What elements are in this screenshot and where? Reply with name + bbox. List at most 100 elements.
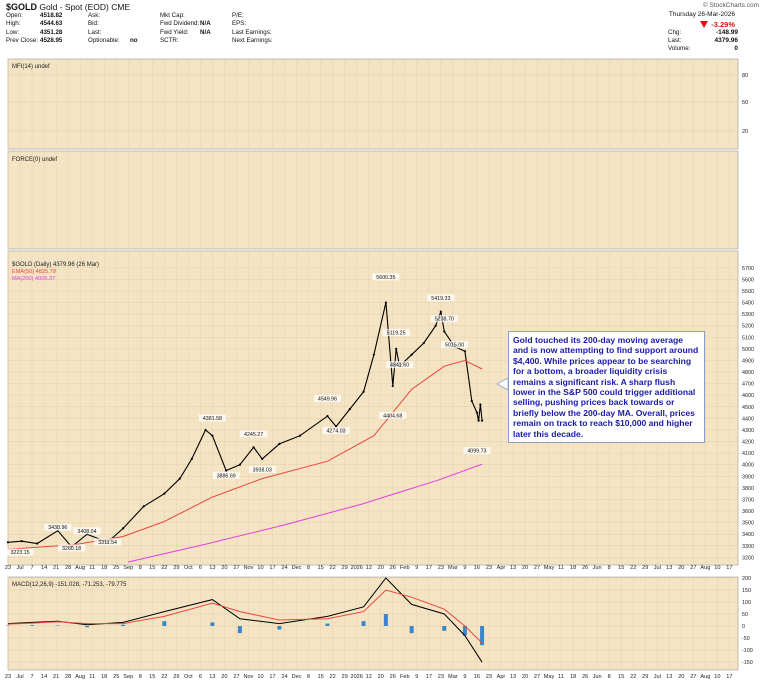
price-tick-label: 4100 <box>742 451 754 457</box>
series-point <box>362 390 365 393</box>
x-tick-label: 27 <box>690 565 696 571</box>
source-credit[interactable]: © StockCharts.com <box>702 2 759 9</box>
annotation-box <box>248 465 276 473</box>
series-point <box>475 411 479 414</box>
x-tick-label: 8 <box>307 565 310 571</box>
quote3-value-2: N/A <box>200 28 211 36</box>
x-tick-label: 21 <box>53 565 59 571</box>
quote-label-2: Low: <box>6 28 20 36</box>
x-tick-label: 16 <box>474 565 480 571</box>
series-point <box>463 350 466 353</box>
price-tick-label: 5600 <box>742 277 754 283</box>
x-tick-label: 22 <box>630 565 636 571</box>
x-tick-label: 23 <box>438 565 444 571</box>
x-tick-label: 13 <box>510 565 516 571</box>
annotation-box <box>430 315 458 323</box>
quote-label-3: Prev Close: <box>6 36 38 44</box>
x-tick-label: 29 <box>342 565 348 571</box>
x-tick-label: 20 <box>221 565 227 571</box>
macd-histogram-bar <box>462 626 467 636</box>
x-tick-label-bottom: 20 <box>378 674 384 680</box>
series-point <box>36 542 39 545</box>
quote3-label-0: Mkt Cap: <box>160 12 185 19</box>
x-tick-label-bottom: 17 <box>726 674 732 680</box>
x-tick-label-bottom: 6 <box>199 674 202 680</box>
quote2-label-2: Last: <box>88 28 102 36</box>
series-point <box>252 446 255 449</box>
macd-tick-label: 200 <box>742 576 751 582</box>
x-tick-label: 23 <box>486 565 492 571</box>
series-point <box>439 310 442 313</box>
macd-tick-label: -50 <box>742 636 750 642</box>
macd-label: MACD(12,26,9) -151.028, -71.253, -79.775 <box>12 582 127 588</box>
quote4-label-3: Next Earnings: <box>232 36 273 44</box>
price-tick-label: 4900 <box>742 358 754 364</box>
series-point <box>178 477 181 480</box>
price-annotation: 4099.73 <box>467 449 486 455</box>
x-tick-label-bottom: 29 <box>642 674 648 680</box>
quote3-value-1: N/A <box>200 20 211 28</box>
x-tick-label-bottom: 20 <box>522 674 528 680</box>
price-tick-label: 5100 <box>742 335 754 341</box>
price-annotation: 4274.03 <box>326 428 345 434</box>
x-tick-label-bottom: 15 <box>317 674 323 680</box>
x-tick-label: Aug <box>700 565 710 571</box>
x-tick-label-bottom: 11 <box>89 674 95 680</box>
x-tick-label-bottom: 16 <box>474 674 480 680</box>
annotation-box <box>382 329 410 337</box>
price-annotation: 3438.96 <box>48 525 67 531</box>
x-tick-label: 17 <box>269 565 275 571</box>
price-tick-label: 3600 <box>742 509 754 515</box>
annotation-box <box>44 523 72 531</box>
x-tick-label: 14 <box>41 565 47 571</box>
x-tick-label-bottom: 12 <box>366 674 372 680</box>
series-point <box>261 457 264 461</box>
volume-value: 0 <box>734 45 738 52</box>
price-tick-label: 3500 <box>742 521 754 527</box>
x-tick-label: 6 <box>199 565 202 571</box>
macd-tick-label: -150 <box>742 660 753 666</box>
price-annotation: 4549.96 <box>318 396 337 402</box>
quote-date: Thursday 26-Mar-2026 <box>668 11 735 18</box>
mfi-tick-label: 20 <box>742 129 748 135</box>
macd-panel <box>7 576 739 671</box>
series-line-ma200 <box>128 463 483 563</box>
macd-signal-line <box>7 589 483 644</box>
annotation-box <box>441 341 469 349</box>
x-tick-label: 22 <box>161 565 167 571</box>
annotation-box <box>463 447 491 455</box>
x-tick-label-bottom: 10 <box>714 674 720 680</box>
annotation-box <box>58 544 86 552</box>
x-tick-label: 10 <box>257 565 263 571</box>
x-tick-label: 26 <box>582 565 588 571</box>
x-tick-label-bottom: 22 <box>630 674 636 680</box>
macd-tick-label: 50 <box>742 612 748 618</box>
series-point <box>391 384 394 388</box>
x-tick-label-bottom: 23 <box>5 674 11 680</box>
price-annotation: 4381.58 <box>203 416 222 422</box>
series-point <box>410 353 413 356</box>
x-tick-label: 13 <box>666 565 672 571</box>
price-annotation: 3223.15 <box>10 550 29 556</box>
x-tick-label: Feb <box>400 565 410 571</box>
force-panel <box>7 150 739 250</box>
annotation-box <box>427 294 455 302</box>
series-point <box>443 330 446 333</box>
price-annotation: 3311.54 <box>98 540 117 546</box>
x-tick-label: Mar <box>448 565 458 571</box>
analysis-callout: Gold touched its 200-day moving average … <box>508 331 705 443</box>
price-tick-label: 4800 <box>742 370 754 376</box>
annotation-box <box>379 411 407 419</box>
x-tick-label-bottom: Apr <box>497 674 506 680</box>
series-point <box>348 408 351 411</box>
price-annotation: 3938.03 <box>253 467 272 473</box>
price-tick-label: 5700 <box>742 266 754 272</box>
down-arrow-icon <box>700 21 708 28</box>
series-point <box>204 428 207 432</box>
x-tick-label-bottom: 21 <box>53 674 59 680</box>
macd-histogram-bar <box>409 626 414 634</box>
quote4-label-1: EPS: <box>232 20 247 28</box>
x-tick-label: 8 <box>139 565 142 571</box>
quote2-label-0: Ask: <box>88 12 101 19</box>
price-tick-label: 3900 <box>742 474 754 480</box>
